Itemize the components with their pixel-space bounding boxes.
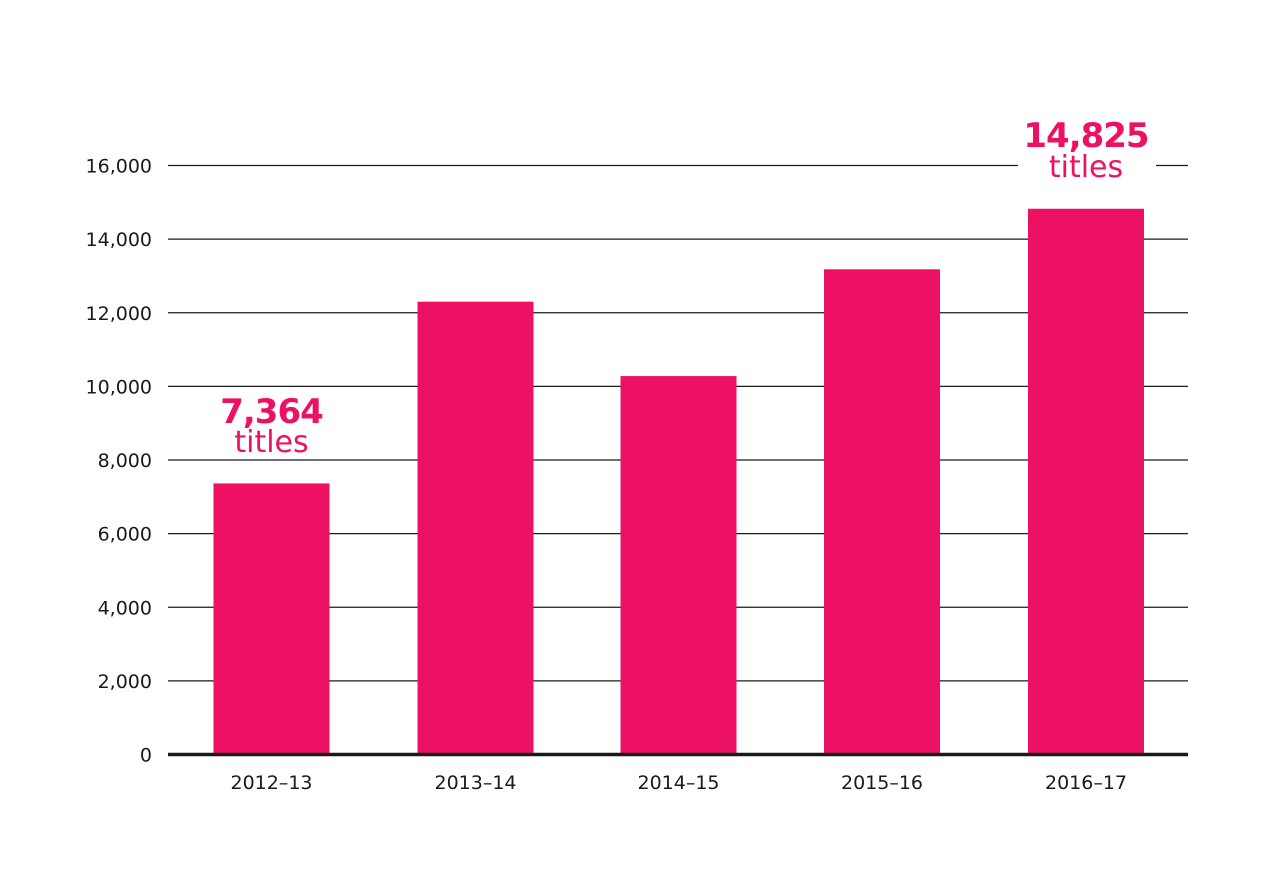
- annotation-unit: titles: [1049, 150, 1123, 185]
- annotation-value: 7,364: [220, 392, 323, 432]
- x-tick-label: 2016–17: [1045, 772, 1127, 794]
- x-tick-label: 2014–15: [637, 772, 719, 794]
- y-tick-label: 0: [140, 745, 152, 767]
- bar-4: [824, 269, 940, 755]
- y-axis-ticks: 0 2,000 4,000 6,000 8,000 10,000 12,000 14,000 1…: [86, 156, 152, 767]
- y-tick-label: 14,000: [86, 229, 152, 251]
- x-tick-label: 2013–14: [434, 772, 516, 794]
- annotation-value: 14,825: [1023, 116, 1148, 156]
- bar-2: [417, 301, 534, 755]
- x-tick-label: 2015–16: [841, 772, 923, 794]
- annotation-unit: titles: [234, 425, 308, 460]
- bar-3: [620, 376, 737, 755]
- y-tick-label: 8,000: [98, 450, 152, 472]
- y-tick-label: 6,000: [98, 524, 152, 546]
- y-tick-label: 12,000: [86, 303, 152, 325]
- bar-1: [213, 483, 330, 755]
- bars: [213, 208, 1144, 755]
- y-tick-label: 10,000: [86, 376, 152, 398]
- y-tick-label: 4,000: [98, 597, 152, 619]
- y-tick-label: 2,000: [98, 671, 152, 693]
- x-tick-label: 2012–13: [230, 772, 312, 794]
- bar-5: [1028, 208, 1144, 755]
- y-tick-label: 16,000: [86, 156, 152, 178]
- x-axis-ticks: 2012–13 2013–14 2014–15 2015–16 2016–17: [230, 772, 1127, 794]
